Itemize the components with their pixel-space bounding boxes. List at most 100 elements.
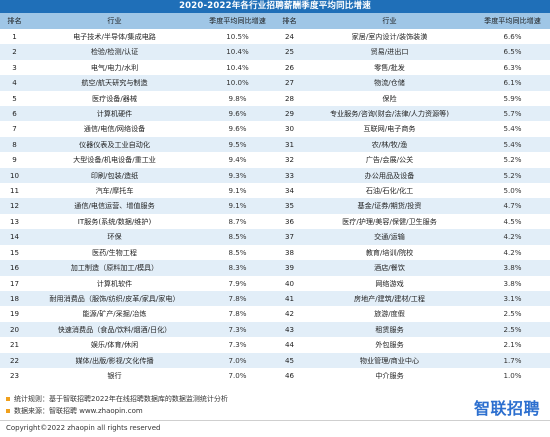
table-row: 11 汽车/摩托车 9.1% 34 石油/石化/化工 5.0%	[0, 183, 550, 199]
industry-cell: 汽车/摩托车	[29, 183, 200, 199]
industry-cell: 零售/批发	[304, 59, 475, 76]
industry-cell: 保险	[304, 90, 475, 107]
industry-cell: 物流/仓储	[304, 75, 475, 91]
table-row: 15 医药/生物工程 8.5% 38 教育/培训/院校 4.2%	[0, 244, 550, 261]
growth-cell: 4.2%	[475, 244, 550, 261]
rank-cell: 36	[275, 213, 304, 230]
industry-cell: 租赁服务	[304, 321, 475, 338]
rank-cell: 30	[275, 121, 304, 137]
industry-cell: 媒体/出版/影视/文化传播	[29, 352, 200, 368]
industry-cell: 贸易/进出口	[304, 44, 475, 60]
rank-cell: 17	[0, 275, 29, 291]
growth-cell: 5.2%	[475, 167, 550, 184]
industry-cell: 物业管理/商业中心	[304, 352, 475, 368]
table-header-row: 排名 行业 季度平均同比增速 排名 行业 季度平均同比增速	[0, 13, 550, 29]
rank-cell: 1	[0, 29, 29, 45]
growth-table: 排名 行业 季度平均同比增速 排名 行业 季度平均同比增速 1 电子技术/半导体/…	[0, 13, 550, 384]
industry-cell: 通信/电信/网络设备	[29, 121, 200, 137]
industry-cell: 医药/生物工程	[29, 244, 200, 261]
growth-cell: 9.3%	[200, 167, 275, 184]
industry-cell: IT服务(系统/数据/维护)	[29, 213, 200, 230]
header-industry-right: 行业	[304, 13, 475, 29]
industry-cell: 娱乐/体育/休闲	[29, 337, 200, 353]
rank-cell: 18	[0, 290, 29, 307]
growth-cell: 6.5%	[475, 44, 550, 60]
rank-cell: 11	[0, 183, 29, 199]
growth-cell: 5.4%	[475, 121, 550, 137]
industry-cell: 电子技术/半导体/集成电路	[29, 29, 200, 45]
rank-cell: 6	[0, 106, 29, 122]
industry-cell: 酒店/餐饮	[304, 260, 475, 276]
industry-cell: 农/林/牧/渔	[304, 136, 475, 153]
industry-cell: 房地产/建筑/建材/工程	[304, 290, 475, 307]
growth-cell: 9.5%	[200, 136, 275, 153]
table-row: 23 银行 7.0% 46 中介服务 1.0%	[0, 367, 550, 384]
rank-cell: 16	[0, 260, 29, 276]
rank-cell: 14	[0, 229, 29, 245]
stats-rule-note: 统计规则：基于智联招聘2022年在线招聘数据库的数据监测统计分析	[6, 394, 228, 404]
header-rank-right: 排名	[275, 13, 304, 29]
industry-cell: 办公用品及设备	[304, 167, 475, 184]
header-rank-left: 排名	[0, 13, 29, 29]
rank-cell: 31	[275, 136, 304, 153]
growth-cell: 9.6%	[200, 121, 275, 137]
rank-cell: 40	[275, 275, 304, 291]
industry-cell: 互联网/电子商务	[304, 121, 475, 137]
growth-cell: 7.8%	[200, 290, 275, 307]
rank-cell: 41	[275, 290, 304, 307]
header-industry-left: 行业	[29, 13, 200, 29]
growth-cell: 2.5%	[475, 321, 550, 338]
industry-cell: 网络游戏	[304, 275, 475, 291]
industry-cell: 印刷/包装/造纸	[29, 167, 200, 184]
growth-cell: 10.5%	[200, 29, 275, 45]
growth-cell: 7.9%	[200, 275, 275, 291]
table-row: 10 印刷/包装/造纸 9.3% 33 办公用品及设备 5.2%	[0, 167, 550, 184]
industry-cell: 通信/电信运营、增值服务	[29, 198, 200, 214]
growth-cell: 9.6%	[200, 106, 275, 122]
rank-cell: 9	[0, 152, 29, 168]
table-row: 2 检验/检测/认证 10.4% 25 贸易/进出口 6.5%	[0, 44, 550, 60]
rank-cell: 43	[275, 321, 304, 338]
growth-cell: 6.6%	[475, 29, 550, 45]
growth-cell: 7.0%	[200, 352, 275, 368]
rank-cell: 38	[275, 244, 304, 261]
rank-cell: 22	[0, 352, 29, 368]
table-row: 21 娱乐/体育/休闲 7.3% 44 外包服务 2.1%	[0, 337, 550, 353]
growth-cell: 7.0%	[200, 367, 275, 384]
industry-cell: 仪器仪表及工业自动化	[29, 136, 200, 153]
growth-cell: 5.4%	[475, 136, 550, 153]
growth-cell: 3.8%	[475, 275, 550, 291]
growth-cell: 4.5%	[475, 213, 550, 230]
industry-cell: 教育/培训/院校	[304, 244, 475, 261]
rank-cell: 8	[0, 136, 29, 153]
table-row: 1 电子技术/半导体/集成电路 10.5% 24 家居/室内设计/装饰装潢 6.6%	[0, 29, 550, 45]
rank-cell: 28	[275, 90, 304, 107]
growth-cell: 4.7%	[475, 198, 550, 214]
rank-cell: 15	[0, 244, 29, 261]
table-row: 5 医疗设备/器械 9.8% 28 保险 5.9%	[0, 90, 550, 107]
zhaopin-logo: 智联招聘	[473, 399, 540, 418]
rank-cell: 23	[0, 367, 29, 384]
rank-cell: 12	[0, 198, 29, 214]
industry-cell: 中介服务	[304, 367, 475, 384]
rank-cell: 29	[275, 106, 304, 122]
table-row: 3 电气/电力/水利 10.4% 26 零售/批发 6.3%	[0, 59, 550, 76]
table-body: 1 电子技术/半导体/集成电路 10.5% 24 家居/室内设计/装饰装潢 6.6% 2 检验…	[0, 29, 550, 384]
growth-cell: 6.1%	[475, 75, 550, 91]
rank-cell: 37	[275, 229, 304, 245]
stats-rule-text: 统计规则：基于智联招聘2022年在线招聘数据库的数据监测统计分析	[14, 395, 228, 403]
growth-cell: 8.5%	[200, 244, 275, 261]
divider	[0, 420, 550, 421]
growth-cell: 2.1%	[475, 337, 550, 353]
growth-cell: 3.8%	[475, 260, 550, 276]
industry-cell: 旅游/度假	[304, 306, 475, 322]
industry-cell: 计算机硬件	[29, 106, 200, 122]
growth-cell: 8.5%	[200, 229, 275, 245]
growth-cell: 7.3%	[200, 337, 275, 353]
bullet-icon	[6, 409, 10, 413]
rank-cell: 2	[0, 44, 29, 60]
table-row: 22 媒体/出版/影视/文化传播 7.0% 45 物业管理/商业中心 1.7%	[0, 352, 550, 368]
growth-cell: 7.3%	[200, 321, 275, 338]
growth-cell: 4.2%	[475, 229, 550, 245]
